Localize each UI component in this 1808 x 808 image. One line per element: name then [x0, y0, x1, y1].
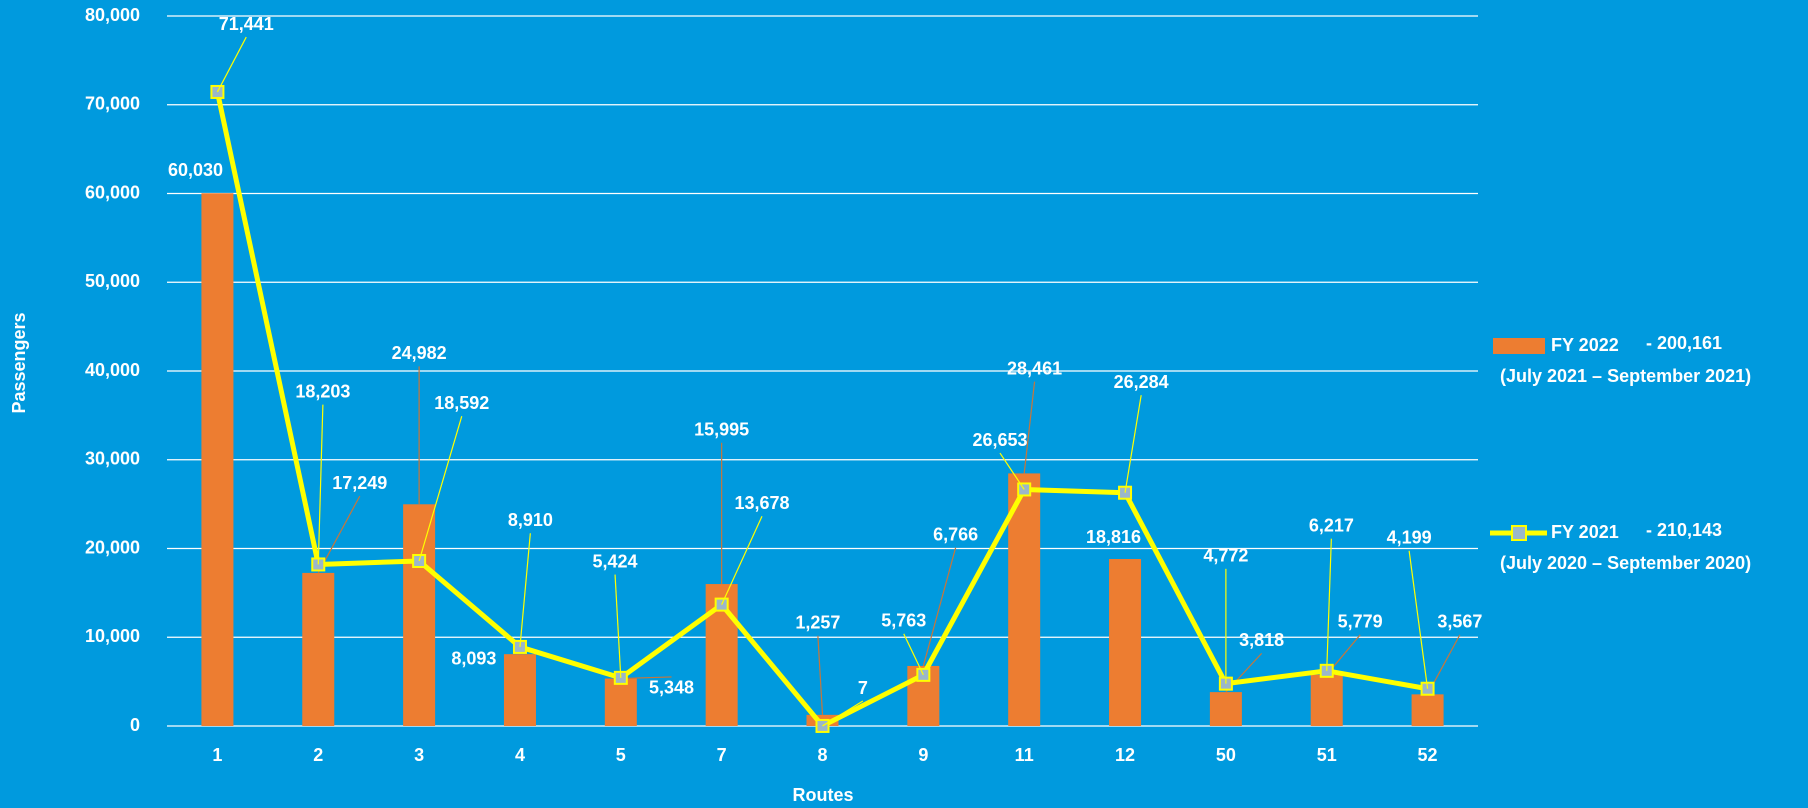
- y-tick-label: 60,000: [85, 182, 140, 202]
- legend-label: FY 2021: [1551, 522, 1619, 542]
- x-tick-label: 51: [1317, 745, 1337, 765]
- data-label: 18,592: [434, 393, 489, 413]
- bar: [1109, 559, 1142, 726]
- y-tick-label: 50,000: [85, 271, 140, 291]
- legend-period: (July 2020 – September 2020): [1500, 553, 1751, 573]
- data-label: 5,779: [1338, 612, 1383, 632]
- data-label: 8,910: [508, 510, 553, 530]
- leader-line: [1408, 550, 1429, 689]
- leader-line: [1326, 538, 1332, 671]
- data-label: 4,772: [1203, 546, 1248, 566]
- data-label: 24,982: [392, 343, 447, 363]
- leader-line: [620, 676, 672, 680]
- bar: [1411, 694, 1444, 726]
- bar: [503, 654, 536, 726]
- leader-line: [418, 416, 463, 562]
- x-tick-label: 4: [515, 745, 525, 765]
- y-tick-label: 40,000: [85, 360, 140, 380]
- x-tick-label: 52: [1418, 745, 1438, 765]
- legend-total: - 200,161: [1646, 333, 1722, 353]
- data-label: 13,678: [734, 493, 789, 513]
- data-label: 18,816: [1086, 527, 1141, 547]
- bar: [1209, 692, 1242, 726]
- data-label: 18,203: [295, 381, 350, 401]
- data-label: 71,441: [219, 14, 274, 34]
- x-tick-label: 3: [414, 745, 424, 765]
- data-label: 15,995: [694, 419, 749, 439]
- y-tick-label: 0: [130, 715, 140, 735]
- x-tick-label: 7: [717, 745, 727, 765]
- x-tick-label: 1: [212, 745, 222, 765]
- x-tick-label: 50: [1216, 745, 1236, 765]
- data-label: 1,257: [795, 613, 840, 633]
- leader-line: [1023, 381, 1036, 474]
- data-label: 3,818: [1239, 630, 1284, 650]
- bar: [604, 678, 637, 726]
- leader-line: [721, 516, 763, 605]
- bar: [201, 193, 234, 726]
- leader-line: [922, 547, 957, 667]
- legend-swatch: [1493, 338, 1545, 354]
- leader-line: [1124, 395, 1142, 493]
- data-label: 7: [858, 678, 868, 698]
- bar: [403, 504, 436, 726]
- x-tick-label: 9: [918, 745, 928, 765]
- bar: [1310, 674, 1343, 726]
- leader-line: [216, 36, 247, 93]
- data-label: 5,763: [881, 611, 926, 631]
- leader-line: [817, 635, 824, 715]
- data-label: 4,199: [1387, 528, 1432, 548]
- data-label: 3,567: [1437, 612, 1482, 632]
- data-label: 26,653: [972, 430, 1027, 450]
- x-axis-title: Routes: [792, 785, 853, 805]
- data-label: 6,217: [1309, 515, 1354, 535]
- bar: [302, 572, 335, 726]
- x-tick-label: 11: [1015, 745, 1034, 765]
- marker: [1017, 482, 1032, 497]
- data-label: 6,766: [933, 524, 978, 544]
- x-tick-label: 5: [616, 745, 626, 765]
- leader-line: [999, 452, 1025, 490]
- data-label: 8,093: [451, 649, 496, 669]
- data-label: 17,249: [332, 473, 387, 493]
- bar: [1008, 473, 1041, 726]
- y-tick-label: 70,000: [85, 94, 140, 114]
- data-label: 26,284: [1114, 372, 1169, 392]
- leader-line: [519, 533, 531, 647]
- legend-period: (July 2021 – September 2021): [1500, 366, 1751, 386]
- y-tick-label: 30,000: [85, 449, 140, 469]
- data-label: 5,424: [593, 551, 638, 571]
- legend-total: - 210,143: [1646, 520, 1722, 540]
- legend-label: FY 2022: [1551, 335, 1619, 355]
- x-tick-label: 8: [817, 745, 827, 765]
- y-tick-label: 10,000: [85, 626, 140, 646]
- y-tick-label: 80,000: [85, 5, 140, 25]
- leader-line: [903, 633, 924, 676]
- data-label: 28,461: [1007, 358, 1062, 378]
- y-tick-label: 20,000: [85, 537, 140, 557]
- y-axis-title: Passengers: [9, 312, 29, 413]
- leader-line: [614, 574, 622, 678]
- data-label: 60,030: [168, 160, 223, 180]
- data-label: 5,348: [649, 678, 694, 698]
- leader-line: [822, 700, 864, 727]
- leader-line: [317, 404, 324, 565]
- x-tick-label: 2: [313, 745, 323, 765]
- legend-swatch: [1511, 525, 1527, 541]
- x-tick-label: 12: [1115, 745, 1135, 765]
